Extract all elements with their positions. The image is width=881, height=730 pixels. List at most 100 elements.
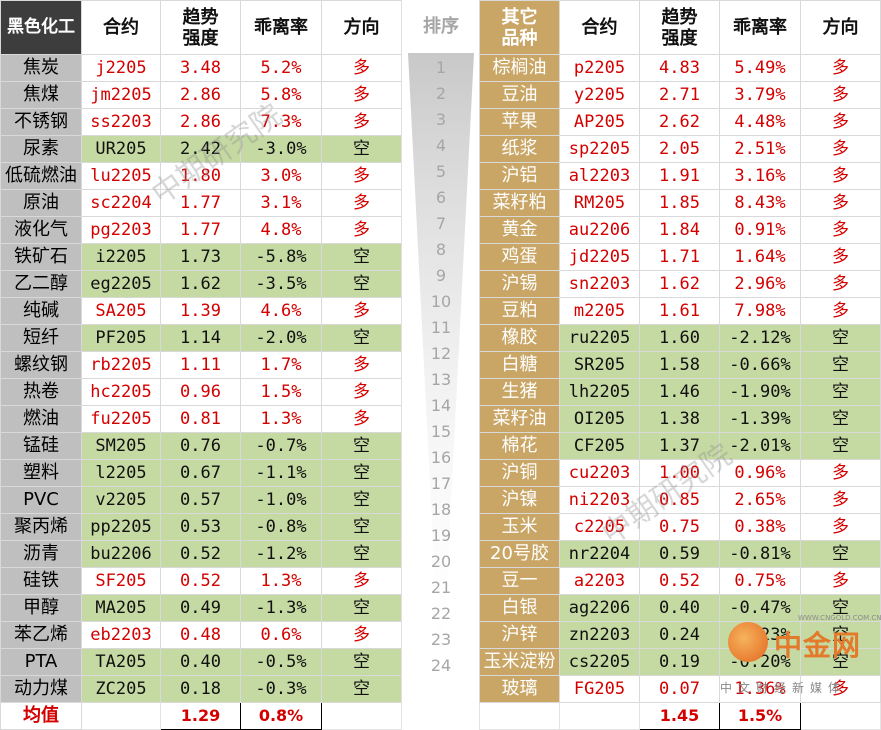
right-deviation-header: 乖离率 [719,0,801,55]
deviation-rate: 7.98% [719,297,801,325]
deviation-rate: 3.1% [240,189,322,217]
rank-number: 2 [435,84,447,103]
direction-signal: 空 [321,486,402,514]
table-row: 液化气 pg2203 1.77 4.8% 多 [0,216,402,244]
trend-strength: 0.96 [160,378,241,406]
contract-code: i2205 [81,243,161,271]
contract-code: j2205 [81,54,161,82]
commodity-name: PTA [0,648,82,676]
commodity-name: 纯碱 [0,297,82,325]
commodity-name: 玉米淀粉 [479,648,560,676]
direction-signal: 空 [321,270,402,298]
trend-strength: 0.49 [160,594,241,622]
deviation-rate: -1.1% [240,459,322,487]
commodity-name: 甲醇 [0,594,82,622]
commodity-name: 沪铝 [479,162,560,190]
contract-code: cs2205 [559,648,640,676]
table-row: 玉米 c2205 0.75 0.38% 多 [479,513,881,541]
left-average-strength: 1.29 [160,702,241,730]
commodity-name: 菜籽粕 [479,189,560,217]
commodity-name: 低硫燃油 [0,162,82,190]
contract-code: jd2205 [559,243,640,271]
left-ranking-table: 黑色化工 合约 趋势 强度 乖离率 方向 焦炭 j2205 3.48 5.2% 多焦煤 j… [0,0,402,730]
table-row: 尿素 UR205 2.42 -3.0% 空 [0,135,402,163]
deviation-rate: 4.48% [719,108,801,136]
trend-strength: 1.39 [160,297,241,325]
contract-code: ru2205 [559,324,640,352]
commodity-name: 沪铜 [479,459,560,487]
deviation-rate: 2.65% [719,486,801,514]
table-row: 锰硅 SM205 0.76 -0.7% 空 [0,432,402,460]
deviation-rate: -1.90% [719,378,801,406]
direction-signal: 多 [321,351,402,379]
direction-signal: 多 [321,216,402,244]
rank-number: 10 [430,292,452,311]
contract-code: cu2203 [559,459,640,487]
deviation-rate: 5.2% [240,54,322,82]
direction-signal: 多 [321,297,402,325]
contract-code: nr2204 [559,540,640,568]
deviation-rate: -1.39% [719,405,801,433]
direction-signal: 空 [321,540,402,568]
table-row: 燃油 fu2205 0.81 1.3% 多 [0,405,402,433]
table-row: 棕榈油 p2205 4.83 5.49% 多 [479,54,881,82]
deviation-rate: -0.81% [719,540,801,568]
rank-number: 20 [430,552,452,571]
trend-strength: 0.52 [160,567,241,595]
right-average-row: 1.45 1.5% [479,702,881,730]
table-row: 短纤 PF205 1.14 -2.0% 空 [0,324,402,352]
contract-code: al2203 [559,162,640,190]
contract-code: SR205 [559,351,640,379]
trend-strength: 1.77 [160,216,241,244]
direction-signal: 空 [800,432,881,460]
trend-strength: 4.83 [639,54,720,82]
table-row: 豆一 a2203 0.52 0.75% 多 [479,567,881,595]
contract-code: m2205 [559,297,640,325]
commodity-name: 玻璃 [479,675,560,703]
direction-signal: 空 [800,378,881,406]
blank-cell [800,702,881,730]
trend-strength: 1.11 [160,351,241,379]
logo-subtitle: 中文财经新媒体 [720,681,847,695]
right-contract-header: 合约 [559,0,640,55]
table-row: 沪锡 sn2203 1.62 2.96% 多 [479,270,881,298]
deviation-rate: -1.3% [240,594,322,622]
commodity-name: 尿素 [0,135,82,163]
commodity-name: 动力煤 [0,675,82,703]
table-row: 苹果 AP205 2.62 4.48% 多 [479,108,881,136]
rank-column: 排序 1 2 3 4 5 6 7 8 9 10 11 12 13 14 15 16 17 18 19 20 21 22 23… [401,0,481,706]
deviation-rate: 7.3% [240,108,322,136]
rank-number: 11 [430,318,452,337]
table-row: 热卷 hc2205 0.96 1.5% 多 [0,378,402,406]
trend-strength: 0.52 [160,540,241,568]
rank-number: 15 [430,422,452,441]
contract-code: ni2203 [559,486,640,514]
commodity-name: 螺纹钢 [0,351,82,379]
left-strength-header: 趋势 强度 [160,0,241,55]
trend-strength: 1.46 [639,378,720,406]
trend-strength: 1.77 [160,189,241,217]
deviation-rate: -1.2% [240,540,322,568]
deviation-rate: -1.0% [240,486,322,514]
commodity-name: 不锈钢 [0,108,82,136]
direction-signal: 多 [800,189,881,217]
direction-signal: 空 [321,513,402,541]
direction-signal: 多 [800,162,881,190]
contract-code: eb2203 [81,621,161,649]
trend-strength: 1.85 [639,189,720,217]
deviation-rate: 3.16% [719,162,801,190]
rank-number: 1 [435,58,447,77]
direction-signal: 空 [321,432,402,460]
rank-number: 13 [430,370,452,389]
blank-cell [479,702,560,730]
table-row: 苯乙烯 eb2203 0.48 0.6% 多 [0,621,402,649]
deviation-rate: -2.01% [719,432,801,460]
deviation-rate: 1.7% [240,351,322,379]
table-row: 沪铜 cu2203 1.00 0.96% 多 [479,459,881,487]
rank-number: 16 [430,448,452,467]
commodity-name: 豆粕 [479,297,560,325]
deviation-rate: 1.64% [719,243,801,271]
direction-signal: 空 [321,243,402,271]
rank-number: 17 [430,474,452,493]
commodity-name: 聚丙烯 [0,513,82,541]
